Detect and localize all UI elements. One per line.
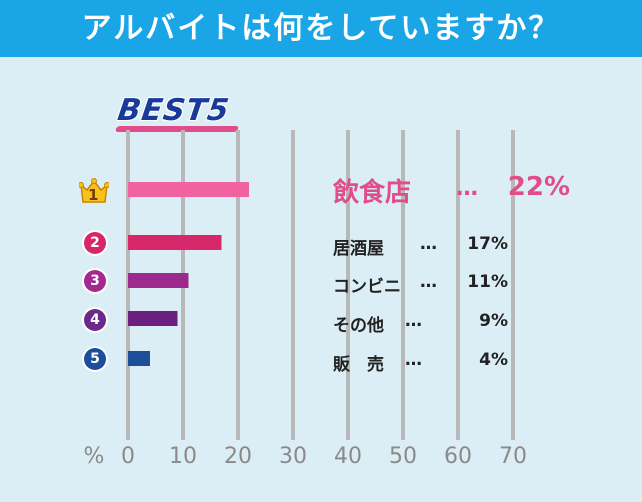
x-tick-label: 60 <box>444 444 472 469</box>
category-label-3: コンビニ <box>333 277 401 297</box>
category-label-1: 飲食店 <box>333 178 412 208</box>
rank-3-badge: 3 <box>84 270 106 292</box>
page-title: アルバイトは何をしていますか？ <box>81 11 561 46</box>
rank-1-number: 1 <box>88 186 99 204</box>
rank-5-badge: 5 <box>84 348 106 370</box>
x-tick-label: 40 <box>334 444 362 469</box>
value-label-1: 22% <box>507 172 570 202</box>
bar-4 <box>128 311 178 326</box>
bar-2 <box>128 235 222 250</box>
x-tick-label: 70 <box>499 444 527 469</box>
leader-dots-3: … <box>420 272 438 292</box>
leader-dots-1: … <box>456 176 479 201</box>
x-tick-label: 20 <box>224 444 252 469</box>
x-tick-label: 30 <box>279 444 307 469</box>
x-tick-label: 0 <box>121 444 135 469</box>
value-label-3: 11% <box>467 272 508 292</box>
category-label-5: 販 売 <box>333 355 384 375</box>
value-label-5: 4% <box>479 350 508 370</box>
header-bar: アルバイトは何をしていますか？ <box>0 0 642 57</box>
leader-dots-5: … <box>405 350 423 370</box>
x-tick-label: 50 <box>389 444 417 469</box>
bar-1 <box>128 182 249 197</box>
rank-2-badge: 2 <box>84 232 106 254</box>
crown-icon <box>79 178 109 203</box>
leader-dots-4: … <box>405 311 423 331</box>
category-label-2: 居酒屋 <box>333 239 384 259</box>
value-label-2: 17% <box>467 234 508 254</box>
category-label-4: その他 <box>333 316 384 336</box>
value-label-4: 9% <box>479 311 508 331</box>
x-tick-label: 10 <box>169 444 197 469</box>
bar-3 <box>128 273 189 288</box>
leader-dots-2: … <box>420 234 438 254</box>
bar-5 <box>128 351 150 366</box>
rank-4-badge: 4 <box>84 309 106 331</box>
x-axis-unit-label: % <box>84 444 105 469</box>
